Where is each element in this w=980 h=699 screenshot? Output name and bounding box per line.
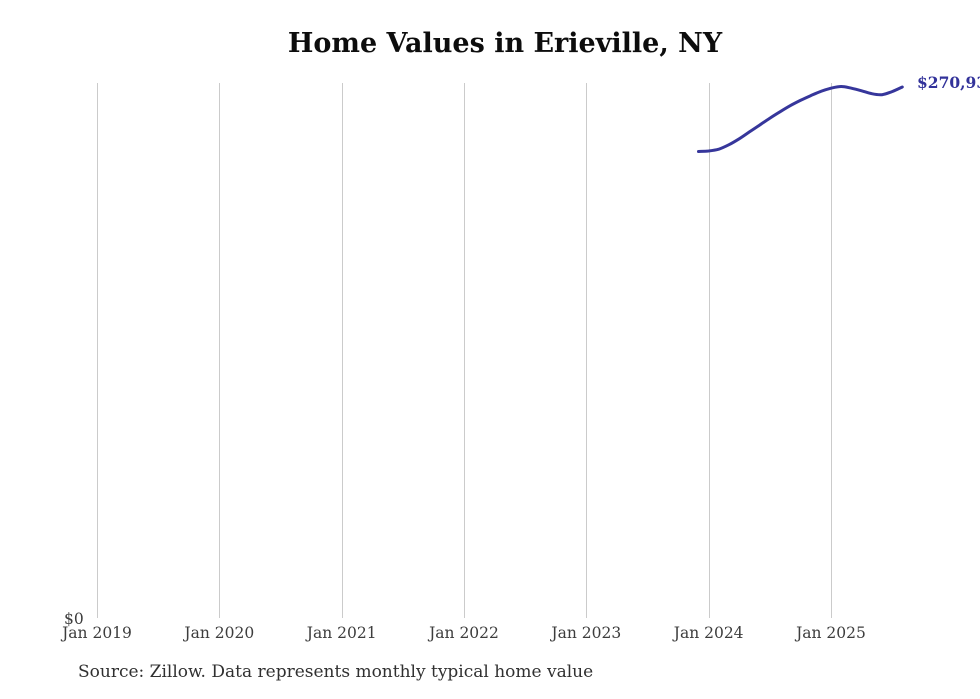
x-tick-label: Jan 2024 [673,624,744,642]
x-tick-label: Jan 2020 [184,624,255,642]
chart-title: Home Values in Erieville, NY [287,28,723,59]
source-note: Source: Zillow. Data represents monthly … [78,662,594,682]
home-value-line [697,85,904,153]
x-tick-label: Jan 2019 [62,624,132,642]
x-tick-label: Jan 2025 [796,624,866,642]
x-tick-label: Jan 2021 [306,624,377,642]
gridlines [97,83,832,618]
y-zero-tick-label: $0 [64,610,84,628]
end-value-label: $270,932 [917,73,980,92]
x-tick-label: Jan 2023 [551,624,622,642]
x-tick-label: Jan 2022 [429,624,499,642]
